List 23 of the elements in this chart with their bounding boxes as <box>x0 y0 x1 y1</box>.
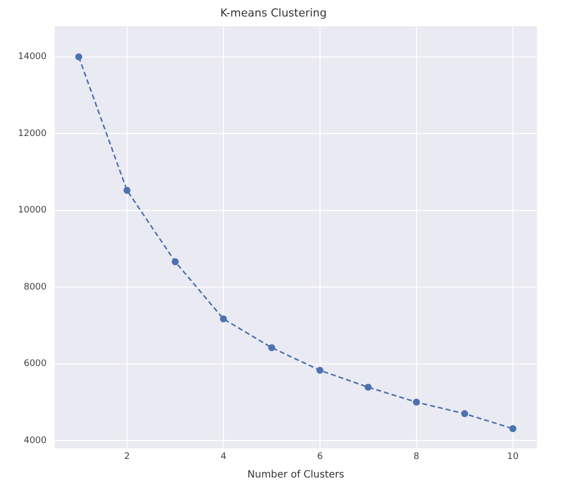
point <box>412 398 420 406</box>
y-tick-label: 8000 <box>24 282 47 292</box>
x-tick-label: 10 <box>507 452 519 462</box>
chart-title: K-means Clustering <box>220 6 327 20</box>
x-tick-label: 6 <box>317 452 324 462</box>
point <box>364 384 372 391</box>
point <box>123 186 130 194</box>
x-tick-label: 8 <box>414 452 420 462</box>
x-tick-label: 4 <box>220 452 227 462</box>
y-tick-label: 6000 <box>24 359 47 370</box>
x-axis-title: Number of Clusters <box>247 470 344 481</box>
y-tick-label: 14000 <box>18 52 47 62</box>
point <box>268 344 276 352</box>
x-tick-label: 2 <box>124 452 130 462</box>
y-tick-label: 12000 <box>18 128 47 139</box>
y-tick-label: 10000 <box>18 206 47 216</box>
point <box>509 425 516 432</box>
point <box>75 53 82 60</box>
point <box>461 410 468 418</box>
point <box>220 315 227 322</box>
y-tick-label: 4000 <box>24 436 47 446</box>
point <box>172 258 179 266</box>
point <box>316 366 324 374</box>
